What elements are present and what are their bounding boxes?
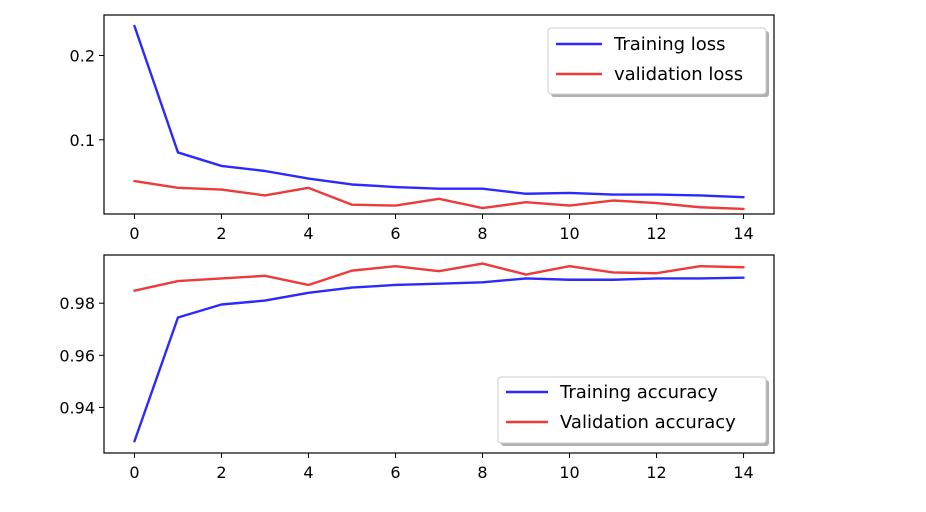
x-tick-label: 2 bbox=[216, 224, 226, 243]
y-tick-label: 0.94 bbox=[59, 398, 95, 417]
series-line-validation-accuracy bbox=[133, 262, 745, 292]
x-tick-label: 8 bbox=[477, 224, 487, 243]
legend-label-training-accuracy: Training accuracy bbox=[559, 382, 718, 403]
x-tick-label: 10 bbox=[559, 224, 579, 243]
x-tick-label: 2 bbox=[216, 463, 226, 482]
legend: Training loss validation loss bbox=[547, 27, 769, 97]
legend-label-validation-accuracy: Validation accuracy bbox=[560, 412, 736, 433]
x-tick-label: 6 bbox=[390, 463, 400, 482]
legend-label-validation-loss: validation loss bbox=[614, 64, 743, 85]
x-tick-label: 10 bbox=[559, 463, 579, 482]
series-line-validation-loss bbox=[133, 179, 745, 211]
x-tick-label: 8 bbox=[477, 463, 487, 482]
series-line-training-accuracy bbox=[133, 276, 745, 443]
subplot-1: 0 2 4 6 8 10 12 14 0.1 0.2 Training loss validation… bbox=[70, 14, 775, 243]
legend-label-training-loss: Training loss bbox=[613, 34, 726, 55]
x-tick-label: 4 bbox=[303, 463, 313, 482]
x-tick-label: 12 bbox=[646, 463, 666, 482]
x-tick-label: 4 bbox=[303, 224, 313, 243]
subplot-2: 0 2 4 6 8 10 12 14 0.94 0.96 0.98 Training accuracy… bbox=[59, 254, 775, 482]
legend-box bbox=[547, 27, 767, 95]
y-tick-label: 0.96 bbox=[59, 346, 95, 365]
x-tick-label: 6 bbox=[390, 224, 400, 243]
y-tick-label: 0.1 bbox=[70, 131, 95, 150]
x-tick-label: 0 bbox=[129, 463, 139, 482]
x-tick-label: 14 bbox=[733, 224, 753, 243]
x-tick-label: 14 bbox=[733, 463, 753, 482]
x-tick-label: 0 bbox=[129, 224, 139, 243]
legend: Training accuracy Validation accuracy bbox=[497, 376, 769, 446]
y-tick-label: 0.2 bbox=[70, 46, 95, 65]
y-tick-label: 0.98 bbox=[59, 294, 95, 313]
series-line-training-loss bbox=[133, 24, 745, 199]
x-tick-label: 12 bbox=[646, 224, 666, 243]
legend-box bbox=[497, 376, 767, 444]
